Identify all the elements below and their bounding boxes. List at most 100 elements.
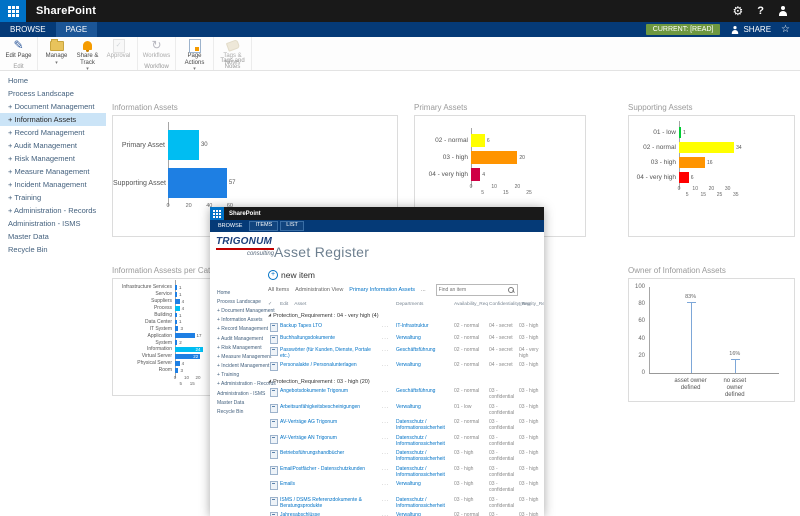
sidebar-item-home[interactable]: Home [8,76,29,85]
app-launcher-icon[interactable] [0,0,26,22]
asset-link[interactable]: Angebotsdokumente Trigonum [280,388,349,394]
department-link[interactable]: IT-Infrastruktur [396,322,429,329]
row-more-button[interactable]: ... [382,388,390,394]
column-integrity[interactable]: Integrity_Req [519,302,544,307]
row-more-button[interactable]: ... [382,403,390,410]
asset-link[interactable]: AV-Verträge AG Trigonum [280,419,338,425]
follow-star-icon[interactable]: ☆ [781,24,790,35]
sidebar-item-home[interactable]: Home [217,289,231,296]
department-link[interactable]: Verwaltung [396,334,421,341]
row-more-button[interactable]: ... [382,465,390,472]
edit-item-icon[interactable] [270,496,278,506]
department-link[interactable]: Geschäftsführung [396,388,436,394]
popup-app-launcher-icon[interactable] [210,207,224,220]
sidebar-item-recycle-bin[interactable]: Recycle Bin [8,245,48,254]
views-more-button[interactable]: ... [421,287,426,293]
sidebar-item-record-management[interactable]: + Record Management [217,326,269,333]
sidebar-item-training[interactable]: + Training [8,193,42,202]
edit-item-icon[interactable] [270,512,278,516]
group-header-protection-requirement-03-high-20[interactable]: ◢ Protection_Requirement : 03 - high (20) [268,377,370,385]
department-link[interactable]: Verwaltung [396,362,421,368]
popup-tab-list[interactable]: LIST [280,221,304,231]
asset-link[interactable]: Buchhaltungsdokumente [280,334,336,341]
edit-item-icon[interactable] [270,346,278,356]
row-more-button[interactable]: ... [382,334,390,341]
edit-item-icon[interactable] [270,403,278,413]
edit-item-icon[interactable] [270,450,278,459]
edit-item-icon[interactable] [270,465,278,475]
department-link[interactable]: Datenschutz / Informationssicherheit [396,419,445,432]
row-more-button[interactable]: ... [382,419,390,425]
tags-notes-button[interactable]: Tags & Notes [217,39,248,66]
asset-link[interactable]: Arbeitsunfähigkeitsbescheinigungen [280,403,361,410]
help-icon[interactable]: ? [757,5,764,17]
edit-item-icon[interactable] [270,388,278,397]
edit-item-icon[interactable] [270,322,278,332]
asset-link[interactable]: Betriebsführungshandbücher [280,450,345,456]
sidebar-item-audit-management[interactable]: + Audit Management [217,335,264,342]
view-primary-information-assets[interactable]: Primary Information Assets [349,287,416,293]
view-all-items[interactable]: All Items [268,287,290,293]
sidebar-item-audit-management[interactable]: + Audit Management [8,141,78,150]
asset-link[interactable]: Personalakte / Personalunterlagen [280,362,357,368]
workflows-button[interactable]: ↻ Workflows [142,38,171,60]
tab-browse[interactable]: BROWSE [10,25,46,34]
sidebar-item-information-assets[interactable]: + Information Assets [217,317,263,324]
sidebar-item-risk-management[interactable]: + Risk Management [217,344,262,351]
column-asset[interactable]: Asset [294,302,307,307]
approval-button[interactable]: ✓ Approval [103,38,134,60]
department-link[interactable]: Verwaltung [396,481,421,487]
row-more-button[interactable]: ... [382,346,390,353]
sidebar-item-document-management[interactable]: + Document Management [217,307,275,314]
share-button[interactable]: SHARE [730,25,771,35]
sidebar-item-measure-management[interactable]: + Measure Management [8,167,90,176]
sidebar-item-record-management[interactable]: + Record Management [8,128,85,137]
settings-gear-icon[interactable]: ⚙ [732,4,744,18]
search-magnifier-icon[interactable] [507,287,514,293]
asset-link[interactable]: AV-Verträge AN Trigonum [280,434,337,441]
edit-item-icon[interactable] [270,419,278,428]
sidebar-item-incident-management[interactable]: + Incident Management [217,363,270,370]
sidebar-item-administration-records[interactable]: + Administration - Records [217,381,276,388]
search-input[interactable] [436,287,508,293]
asset-link[interactable]: Jahresabschlüsse [280,512,321,516]
sidebar-item-master-data[interactable]: Master Data [8,232,49,241]
sidebar-item-risk-management[interactable]: + Risk Management [8,154,75,163]
column-confidentiality[interactable]: Confidentiality_Req [489,302,531,307]
row-more-button[interactable]: ... [382,434,390,441]
edit-item-icon[interactable] [270,362,278,371]
account-person-icon[interactable] [778,6,788,16]
edit-item-icon[interactable] [270,434,278,444]
asset-link[interactable]: ISMS / DSMS Referenzdokumente & Beratung… [280,496,362,509]
row-more-button[interactable]: ... [382,450,390,456]
sidebar-item-administration-isms[interactable]: Administration - ISMS [8,219,81,228]
sidebar-item-administration-records[interactable]: + Administration - Records [8,206,97,215]
page-actions-button[interactable]: Page Actions ▾ [179,38,210,73]
column-availability[interactable]: Availability_Req [454,302,489,307]
department-link[interactable]: Datenschutz / Informationssicherheit [396,434,445,447]
department-link[interactable]: Geschäftsführung [396,346,436,353]
column-departments[interactable]: Departments [396,302,424,307]
department-link[interactable]: Verwaltung [396,403,421,410]
popup-tab-items[interactable]: ITEMS [249,221,279,231]
department-link[interactable]: Datenschutz / Informationssicherheit [396,450,445,463]
sidebar-item-process-landscape[interactable]: Process Landscape [8,89,74,98]
sidebar-item-process-landscape[interactable]: Process Landscape [217,298,261,305]
row-more-button[interactable]: ... [382,512,390,516]
current-read-status-button[interactable]: CURRENT: [READ] [645,24,721,35]
column-edit[interactable]: Edit [280,302,289,307]
department-link[interactable]: Verwaltung [396,512,421,516]
tab-page[interactable]: PAGE [55,22,98,37]
popup-tab-browse[interactable]: BROWSE [218,223,243,229]
edit-item-icon[interactable] [270,481,278,490]
sidebar-item-master-data[interactable]: Master Data [217,399,245,406]
asset-link[interactable]: EmailPostfächer - Datenschutzkunden [280,465,366,472]
asset-link[interactable]: Backup Tapes LTO [280,322,322,329]
sidebar-item-administration-isms[interactable]: Administration - ISMS [217,390,266,397]
share-track-button[interactable]: Share & Track ▾ [72,39,103,73]
row-more-button[interactable]: ... [382,322,390,329]
trigonum-logo[interactable]: TRIGONUM consulting [216,236,274,257]
sidebar-item-recycle-bin[interactable]: Recycle Bin [217,409,244,416]
group-header-protection-requirement-04-very-high-4[interactable]: ◢ Protection_Requirement : 04 - very high… [268,312,379,319]
row-more-button[interactable]: ... [382,496,390,503]
